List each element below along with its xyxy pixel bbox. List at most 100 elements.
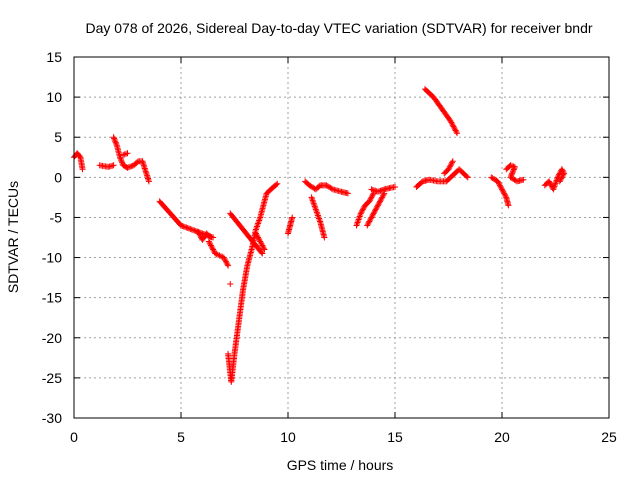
data-point bbox=[558, 166, 565, 173]
data-point bbox=[367, 195, 374, 202]
data-point bbox=[367, 215, 374, 222]
data-point bbox=[559, 167, 566, 174]
data-point bbox=[259, 250, 266, 257]
y-tick-label: 0 bbox=[54, 169, 62, 185]
data-point bbox=[374, 202, 381, 209]
data-point bbox=[510, 167, 517, 174]
data-point bbox=[195, 228, 202, 235]
data-point bbox=[222, 258, 229, 265]
data-point bbox=[206, 239, 213, 246]
y-tick-label: 5 bbox=[54, 129, 62, 145]
data-point bbox=[375, 201, 382, 208]
data-point bbox=[207, 242, 214, 249]
data-point bbox=[360, 205, 367, 212]
data-point bbox=[377, 198, 384, 205]
data-point bbox=[451, 124, 458, 131]
data-point bbox=[507, 162, 514, 169]
data-point bbox=[448, 119, 455, 126]
data-point bbox=[368, 214, 375, 221]
data-point bbox=[257, 239, 264, 246]
data-point bbox=[111, 136, 118, 143]
data-point bbox=[452, 127, 459, 134]
x-tick-label: 20 bbox=[494, 429, 510, 445]
data-point bbox=[499, 186, 505, 193]
y-tick-label: -10 bbox=[42, 250, 62, 266]
data-point bbox=[454, 130, 461, 137]
data-point bbox=[372, 206, 379, 213]
x-tick-label: 0 bbox=[70, 429, 78, 445]
data-point bbox=[121, 151, 128, 158]
data-point bbox=[289, 214, 296, 221]
data-point bbox=[110, 162, 117, 169]
data-point bbox=[257, 238, 264, 245]
data-point bbox=[195, 230, 202, 237]
data-point bbox=[227, 281, 234, 288]
data-point bbox=[464, 174, 471, 181]
data-point bbox=[365, 219, 372, 226]
data-point bbox=[183, 224, 190, 231]
data-point bbox=[188, 226, 195, 233]
data-point bbox=[209, 245, 216, 252]
data-point bbox=[558, 174, 565, 181]
data-point bbox=[252, 230, 259, 237]
x-tick-label: 10 bbox=[280, 429, 296, 445]
data-point bbox=[225, 262, 232, 269]
data-point bbox=[220, 254, 227, 261]
data-point bbox=[547, 181, 554, 188]
data-point bbox=[124, 150, 131, 157]
data-point bbox=[359, 207, 366, 214]
y-tick-label: -20 bbox=[42, 330, 62, 346]
data-point bbox=[501, 191, 508, 198]
data-point bbox=[501, 190, 508, 197]
data-point bbox=[212, 250, 219, 257]
data-point bbox=[254, 233, 261, 240]
data-point bbox=[179, 222, 186, 229]
data-point bbox=[446, 163, 453, 170]
data-point bbox=[119, 159, 126, 166]
data-point bbox=[448, 160, 455, 167]
data-point bbox=[207, 234, 214, 241]
data-point bbox=[494, 178, 501, 185]
data-point bbox=[378, 195, 385, 202]
data-point bbox=[213, 251, 220, 258]
data-point bbox=[222, 257, 229, 264]
data-point bbox=[253, 231, 260, 238]
data-point bbox=[502, 193, 509, 200]
data-point bbox=[449, 158, 456, 165]
data-point bbox=[123, 150, 130, 157]
data-point bbox=[111, 135, 118, 142]
data-point bbox=[368, 194, 375, 201]
data-point bbox=[377, 197, 384, 204]
data-point bbox=[511, 163, 518, 170]
data-point bbox=[449, 122, 456, 129]
data-point bbox=[328, 185, 335, 192]
data-point bbox=[210, 246, 217, 253]
data-point bbox=[259, 242, 266, 249]
data-point bbox=[558, 175, 565, 182]
data-point bbox=[376, 199, 383, 206]
data-points bbox=[71, 86, 568, 385]
data-point bbox=[120, 151, 127, 158]
chart-title: Day 078 of 2026, Sidereal Day-to-day VTE… bbox=[85, 20, 592, 36]
data-point bbox=[379, 193, 386, 200]
data-point bbox=[112, 139, 119, 146]
plot-frame bbox=[73, 56, 610, 419]
data-point bbox=[370, 210, 377, 217]
data-point bbox=[208, 243, 215, 250]
data-point bbox=[366, 218, 373, 225]
data-point bbox=[79, 166, 86, 173]
data-point bbox=[261, 246, 268, 253]
data-point bbox=[392, 183, 398, 190]
y-tick-label: -15 bbox=[42, 290, 62, 306]
data-point bbox=[215, 251, 222, 258]
y-tick-label: -25 bbox=[42, 370, 62, 386]
y-tick-label: -30 bbox=[42, 410, 62, 426]
data-point bbox=[207, 241, 214, 248]
data-point bbox=[372, 207, 379, 214]
data-point bbox=[258, 249, 265, 256]
data-point bbox=[369, 213, 376, 220]
data-point bbox=[190, 226, 197, 233]
data-point bbox=[520, 176, 527, 183]
